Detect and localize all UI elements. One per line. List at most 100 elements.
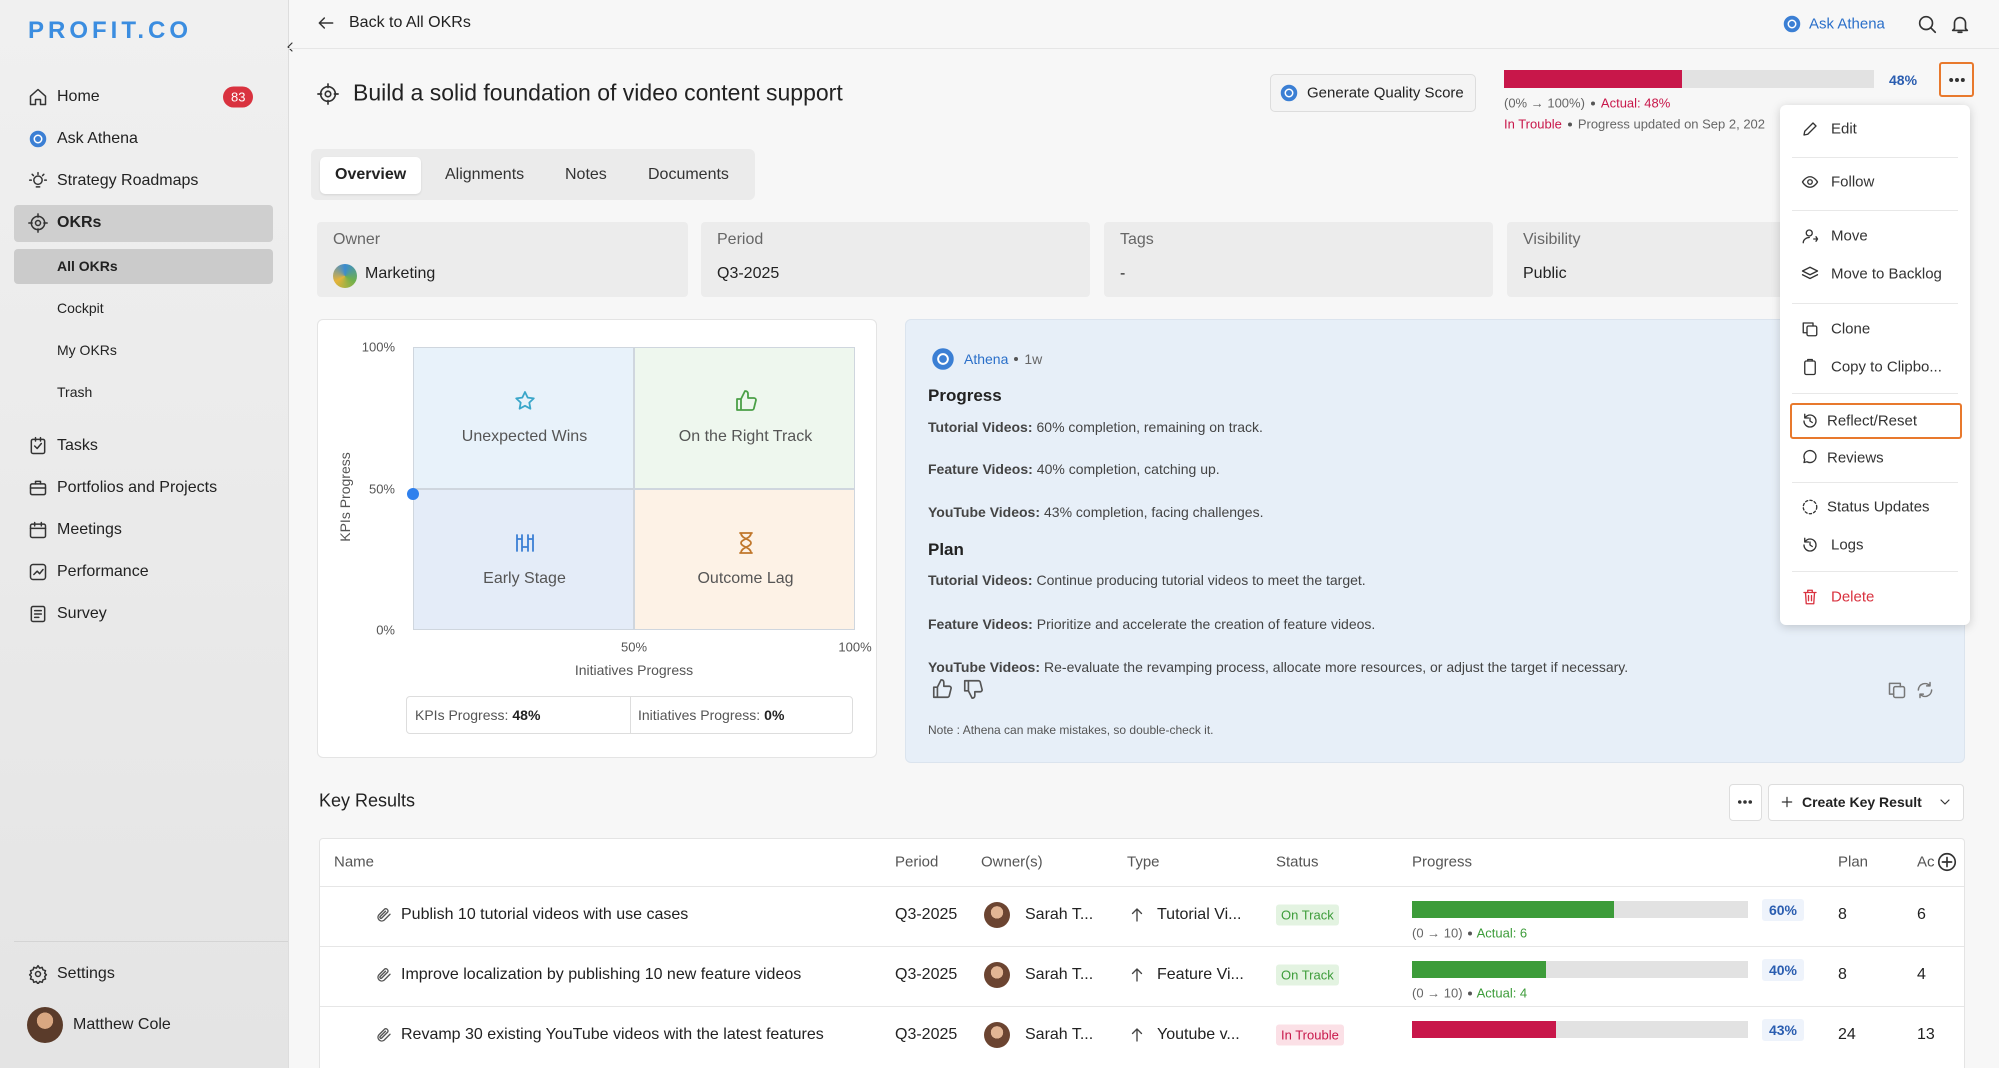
nav-item[interactable]: Home <box>57 88 100 106</box>
menu-divider <box>1792 482 1958 483</box>
actual: Actual: 4 <box>1477 986 1528 1001</box>
quadrant-icon-part <box>737 391 756 410</box>
chevron <box>1937 794 1953 810</box>
menu-divider <box>1792 210 1958 211</box>
menu-item[interactable]: Copy to Clipbo... <box>1831 359 1942 376</box>
kr-name[interactable]: Revamp 30 existing YouTube videos with t… <box>401 1026 824 1044</box>
nav-item[interactable]: Ask Athena <box>57 130 138 148</box>
menu-item[interactable]: Delete <box>1831 589 1874 606</box>
row-divider <box>320 1006 1964 1007</box>
menu-item[interactable]: Logs <box>1831 537 1864 554</box>
nav-item[interactable]: OKRs <box>57 214 101 232</box>
quadrant: Outcome Lag <box>634 489 855 631</box>
regenerate-icon-part <box>1918 683 1931 698</box>
quadrant-icon-part <box>517 535 533 551</box>
nav-item[interactable]: Performance <box>57 563 149 581</box>
copy-icon-part <box>1890 683 1901 694</box>
nav-icon-part <box>29 214 47 232</box>
menu-icon <box>1801 265 1819 283</box>
line-label: YouTube Videos: <box>928 659 1040 675</box>
line-label: Feature Videos: <box>928 461 1033 477</box>
menu-item[interactable]: Reviews <box>1827 450 1884 467</box>
row-divider <box>320 946 1964 947</box>
copy-icon <box>1887 680 1907 700</box>
nav-item[interactable]: Survey <box>57 605 107 623</box>
detail-card: OwnerMarketing <box>317 222 688 297</box>
back-link[interactable]: Back to All OKRs <box>349 14 471 32</box>
ask-athena-icon <box>1782 14 1802 34</box>
kr-actual: 4 <box>1917 966 1926 984</box>
owner-avatar <box>984 962 1010 988</box>
sub-nav-item[interactable]: My OKRs <box>57 342 117 358</box>
kr-progress-label: 43% <box>1762 1019 1804 1041</box>
menu-item[interactable]: Edit <box>1831 121 1857 138</box>
menu-item[interactable]: Move to Backlog <box>1831 266 1942 283</box>
thumb-down <box>962 678 984 700</box>
create-kr[interactable]: Create Key Result <box>1768 784 1964 821</box>
nav-item[interactable]: Tasks <box>57 437 98 455</box>
menu-item[interactable]: Follow <box>1831 174 1874 191</box>
user-name[interactable]: Matthew Cole <box>73 1016 171 1034</box>
menu-item[interactable]: Reflect/Reset <box>1827 413 1917 430</box>
sub-nav-item[interactable]: Trash <box>57 384 92 400</box>
column-header: Name <box>334 854 374 871</box>
kr-status: In Trouble <box>1276 1025 1344 1046</box>
ask-athena[interactable]: Ask Athena <box>1809 16 1885 33</box>
summary-value: 48% <box>512 707 540 723</box>
progress-fill <box>1504 70 1682 88</box>
menu-icon-part <box>1803 237 1817 243</box>
column-header: Type <box>1127 854 1160 871</box>
tab[interactable]: Documents <box>648 166 729 184</box>
menu-icon-part <box>1803 500 1817 514</box>
range: (0 → 10) <box>1412 986 1463 1001</box>
search-icon <box>1916 13 1938 35</box>
add-column <box>1936 851 1958 873</box>
summary-item: KPIs Progress:48% <box>415 707 540 723</box>
x-tick-label: 50% <box>621 640 647 655</box>
nav-item[interactable]: Portfolios and Projects <box>57 479 217 497</box>
menu-icon <box>1801 320 1819 338</box>
progress-status: In TroubleProgress updated on Sep 2, 202 <box>1504 117 1765 132</box>
quality-button[interactable]: Generate Quality Score <box>1270 74 1476 112</box>
kr-progress-fill <box>1412 901 1614 918</box>
more-icon <box>1736 793 1754 811</box>
menu-item[interactable]: Move <box>1831 228 1868 245</box>
menu-item[interactable]: Status Updates <box>1827 499 1930 516</box>
menu-item[interactable]: Clone <box>1831 321 1870 338</box>
more-button[interactable] <box>1939 62 1974 97</box>
kr-more[interactable] <box>1729 784 1762 821</box>
kr-period: Q3-2025 <box>895 966 957 984</box>
athena-time: 1w <box>1024 351 1042 367</box>
kr-name[interactable]: Improve localization by publishing 10 ne… <box>401 966 801 984</box>
quadrant: Early Stage <box>413 489 634 631</box>
menu-icon <box>1801 536 1819 554</box>
detail-value: Q3-2025 <box>717 265 779 283</box>
nav-item[interactable]: Settings <box>57 965 115 983</box>
attach-icon-part <box>378 969 390 981</box>
kr-name[interactable]: Publish 10 tutorial videos with use case… <box>401 906 688 924</box>
sub-nav-item[interactable]: Cockpit <box>57 300 104 316</box>
more-icon-part <box>1956 79 1959 82</box>
menu-icon-part <box>1804 451 1816 463</box>
sep <box>1468 931 1472 935</box>
tab[interactable]: Notes <box>565 166 607 184</box>
nav-icon-part <box>31 484 46 495</box>
nav-item[interactable]: Meetings <box>57 521 122 539</box>
athena-line: YouTube Videos:43% completion, facing ch… <box>928 504 1263 520</box>
menu-divider <box>1792 157 1958 158</box>
row-divider <box>320 886 1964 887</box>
objective-icon-part <box>325 91 331 97</box>
detail-card: Tags- <box>1104 222 1493 297</box>
progress-range: (0% → 100%)Actual: 48% <box>1504 96 1670 111</box>
nav-icon <box>28 478 48 498</box>
collapse <box>282 39 298 55</box>
tab[interactable]: Alignments <box>445 166 524 184</box>
athena-header: Athena1w <box>964 351 1042 367</box>
sub-nav-item[interactable]: All OKRs <box>57 258 118 274</box>
nav-item[interactable]: Strategy Roadmaps <box>57 172 198 190</box>
attach-icon-part <box>378 1029 390 1041</box>
athena-line: Feature Videos:40% completion, catching … <box>928 461 1220 477</box>
menu-icon <box>1801 449 1819 467</box>
tab[interactable]: Overview <box>335 166 406 184</box>
sep <box>1014 357 1018 361</box>
